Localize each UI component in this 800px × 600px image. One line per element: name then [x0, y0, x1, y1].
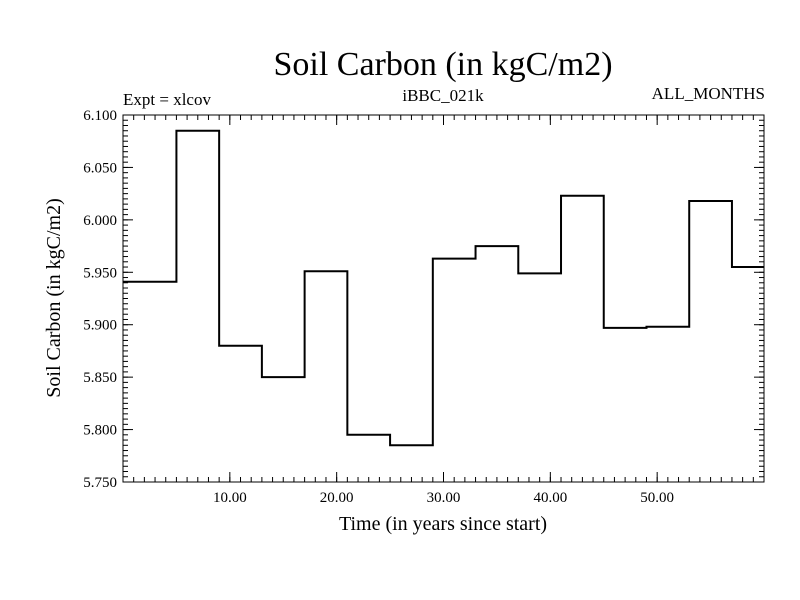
- y-tick-label: 5.950: [83, 265, 117, 281]
- x-tick-labels: 10.00 20.00 30.00 40.00 50.00: [213, 490, 674, 506]
- y-tick-label: 6.050: [83, 160, 117, 176]
- y-tick-label: 6.000: [83, 213, 117, 229]
- chart-title: Soil Carbon (in kgC/m2): [273, 46, 612, 83]
- x-tick-label: 20.00: [320, 490, 354, 506]
- y-tick-label: 5.850: [83, 370, 117, 386]
- y-tick-labels: 5.750 5.800 5.850 5.900 5.950 6.000 6.050 6.100: [83, 108, 117, 491]
- y-tick-label: 5.800: [83, 423, 117, 439]
- plot-frame: [122, 114, 765, 483]
- x-axis-label: Time (in years since start): [339, 513, 547, 535]
- months-label: ALL_MONTHS: [652, 84, 765, 103]
- x-tick-label: 40.00: [533, 490, 567, 506]
- x-tick-label: 50.00: [640, 490, 674, 506]
- y-axis-label: Soil Carbon (in kgC/m2): [43, 198, 65, 397]
- series-line: [123, 129, 764, 447]
- minor-ticks: [122, 114, 765, 483]
- x-tick-label: 10.00: [213, 490, 247, 506]
- run-id-label: iBBC_021k: [402, 86, 484, 105]
- expt-label: Expt = xlcov: [123, 90, 211, 109]
- y-tick-label: 6.100: [83, 108, 117, 124]
- series-group: [123, 129, 764, 447]
- y-tick-label: 5.750: [83, 475, 117, 491]
- y-tick-label: 5.900: [83, 318, 117, 334]
- x-tick-label: 30.00: [427, 490, 461, 506]
